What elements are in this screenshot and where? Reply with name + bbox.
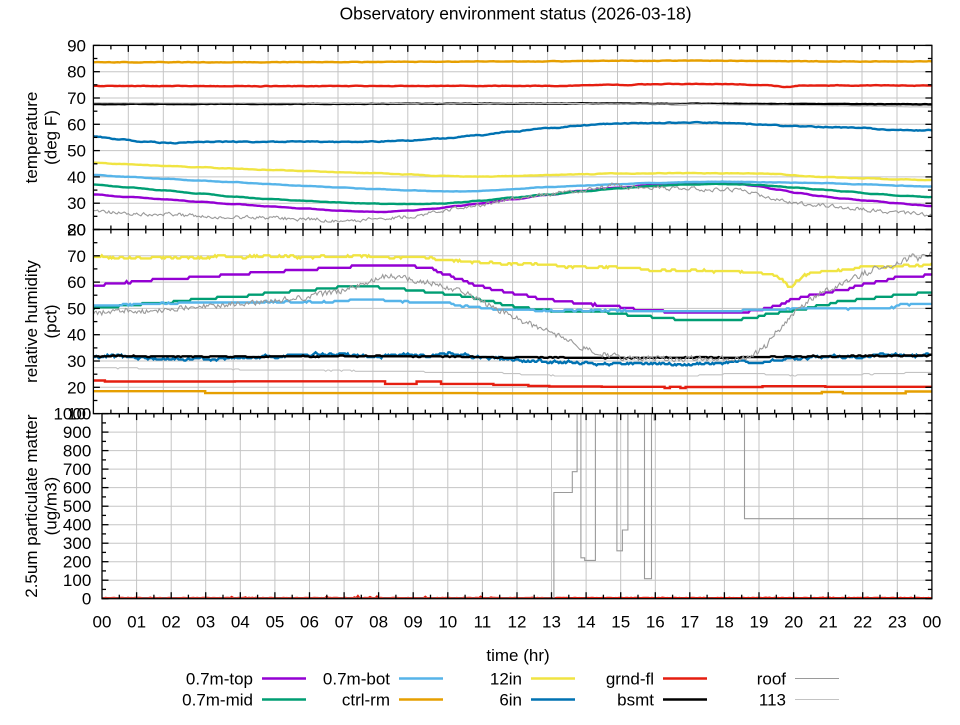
svg-text:12in: 12in	[490, 670, 522, 689]
svg-text:20: 20	[784, 613, 803, 632]
svg-text:80: 80	[67, 221, 86, 240]
svg-text:13: 13	[542, 613, 561, 632]
svg-text:50: 50	[67, 299, 86, 318]
svg-text:100: 100	[63, 571, 91, 590]
svg-text:30: 30	[67, 352, 86, 371]
svg-text:800: 800	[63, 442, 91, 461]
svg-text:temperature: temperature	[22, 92, 41, 184]
svg-text:07: 07	[335, 613, 354, 632]
svg-text:time (hr): time (hr)	[486, 646, 549, 665]
svg-text:70: 70	[67, 247, 86, 266]
svg-text:Observatory environment status: Observatory environment status (2026-03-…	[340, 4, 692, 24]
svg-text:03: 03	[196, 613, 215, 632]
svg-text:00: 00	[93, 613, 112, 632]
svg-text:50: 50	[67, 142, 86, 161]
svg-text:10: 10	[67, 405, 86, 424]
svg-text:17: 17	[680, 613, 699, 632]
svg-text:bsmt: bsmt	[617, 691, 654, 710]
svg-text:70: 70	[67, 89, 86, 108]
svg-text:40: 40	[67, 168, 86, 187]
svg-text:6in: 6in	[499, 691, 522, 710]
svg-text:400: 400	[63, 516, 91, 535]
svg-text:600: 600	[63, 479, 91, 498]
svg-text:16: 16	[646, 613, 665, 632]
svg-text:15: 15	[611, 613, 630, 632]
svg-text:300: 300	[63, 534, 91, 553]
svg-text:18: 18	[715, 613, 734, 632]
svg-text:2.5um particulate matter: 2.5um particulate matter	[22, 414, 41, 598]
svg-text:10: 10	[438, 613, 457, 632]
svg-text:00: 00	[922, 613, 941, 632]
svg-text:grnd-fl: grnd-fl	[606, 670, 654, 689]
svg-text:40: 40	[67, 326, 86, 345]
svg-text:relative humidity: relative humidity	[22, 260, 41, 383]
svg-text:roof: roof	[757, 670, 787, 689]
svg-text:0.7m-mid: 0.7m-mid	[182, 691, 253, 710]
svg-text:60: 60	[67, 273, 86, 292]
svg-text:900: 900	[63, 423, 91, 442]
svg-text:0.7m-bot: 0.7m-bot	[323, 670, 390, 689]
svg-text:ctrl-rm: ctrl-rm	[342, 691, 390, 710]
svg-text:200: 200	[63, 553, 91, 572]
svg-text:06: 06	[300, 613, 319, 632]
svg-text:05: 05	[265, 613, 284, 632]
svg-text:700: 700	[63, 460, 91, 479]
svg-text:1000: 1000	[53, 405, 91, 424]
svg-text:90: 90	[67, 36, 86, 55]
svg-text:22: 22	[853, 613, 872, 632]
svg-text:01: 01	[127, 613, 146, 632]
svg-text:(deg F): (deg F)	[42, 110, 61, 165]
svg-text:(pct): (pct)	[42, 305, 61, 339]
svg-text:(ug/m3): (ug/m3)	[42, 477, 61, 536]
svg-text:20: 20	[67, 221, 86, 240]
svg-text:20: 20	[67, 378, 86, 397]
svg-text:09: 09	[404, 613, 423, 632]
svg-text:14: 14	[577, 613, 596, 632]
svg-text:12: 12	[508, 613, 527, 632]
svg-text:60: 60	[67, 115, 86, 134]
svg-text:04: 04	[231, 613, 250, 632]
svg-text:0: 0	[82, 590, 91, 609]
svg-text:500: 500	[63, 497, 91, 516]
svg-text:113: 113	[759, 691, 786, 710]
svg-text:0.7m-top: 0.7m-top	[186, 670, 253, 689]
svg-text:23: 23	[888, 613, 907, 632]
svg-text:30: 30	[67, 194, 86, 213]
svg-text:11: 11	[474, 613, 492, 632]
svg-text:08: 08	[369, 613, 388, 632]
svg-text:19: 19	[750, 613, 769, 632]
svg-text:21: 21	[819, 613, 838, 632]
svg-text:02: 02	[162, 613, 181, 632]
svg-text:80: 80	[67, 63, 86, 82]
